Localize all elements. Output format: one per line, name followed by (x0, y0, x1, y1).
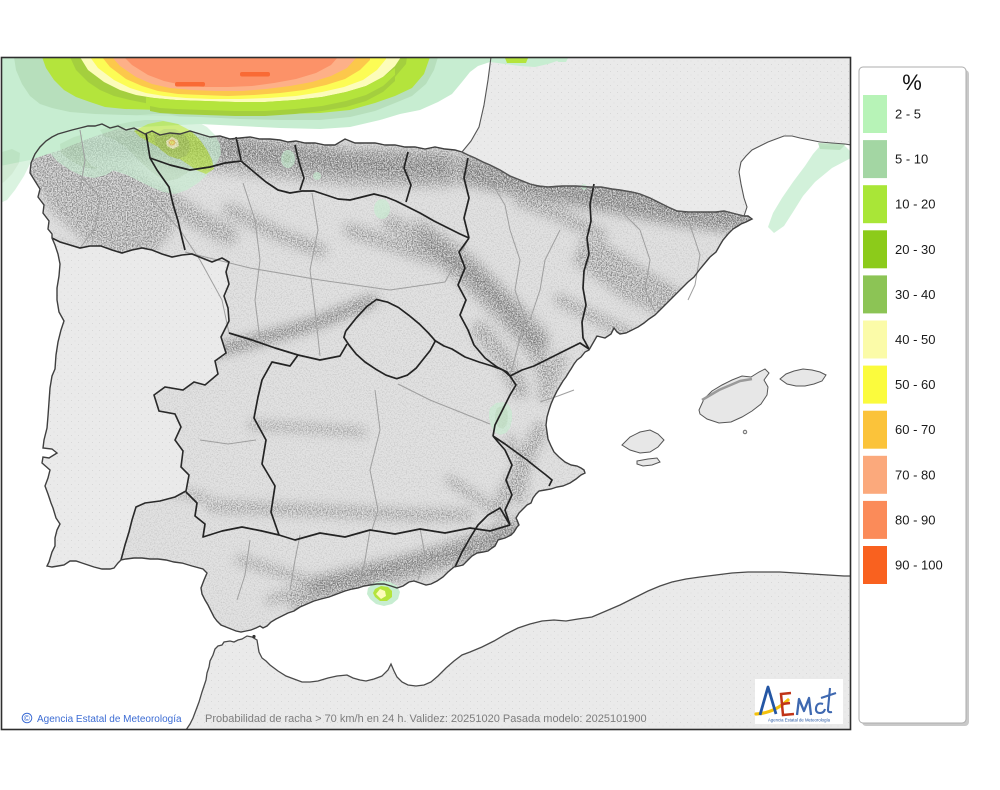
svg-text:70 - 80: 70 - 80 (895, 467, 935, 482)
svg-text:40 - 50: 40 - 50 (895, 332, 935, 347)
svg-text:60 - 70: 60 - 70 (895, 422, 935, 437)
svg-text:©: © (24, 714, 30, 723)
svg-text:5 - 10: 5 - 10 (895, 152, 928, 167)
svg-text:%: % (902, 70, 922, 95)
svg-text:80 - 90: 80 - 90 (895, 512, 935, 527)
svg-text:90 - 100: 90 - 100 (895, 558, 943, 573)
svg-text:10 - 20: 10 - 20 (895, 197, 935, 212)
svg-text:50 - 60: 50 - 60 (895, 377, 935, 392)
svg-text:Agencia Estatal de Meteorologí: Agencia Estatal de Meteorología (768, 718, 831, 723)
svg-text:Agencia Estatal de Meteorologí: Agencia Estatal de Meteorología (37, 714, 182, 725)
svg-text:20 - 30: 20 - 30 (895, 242, 935, 257)
svg-text:30 - 40: 30 - 40 (895, 287, 935, 302)
svg-text:2 - 5: 2 - 5 (895, 107, 921, 122)
svg-text:Probabilidad de racha > 70 km/: Probabilidad de racha > 70 km/h en 24 h.… (205, 713, 647, 725)
